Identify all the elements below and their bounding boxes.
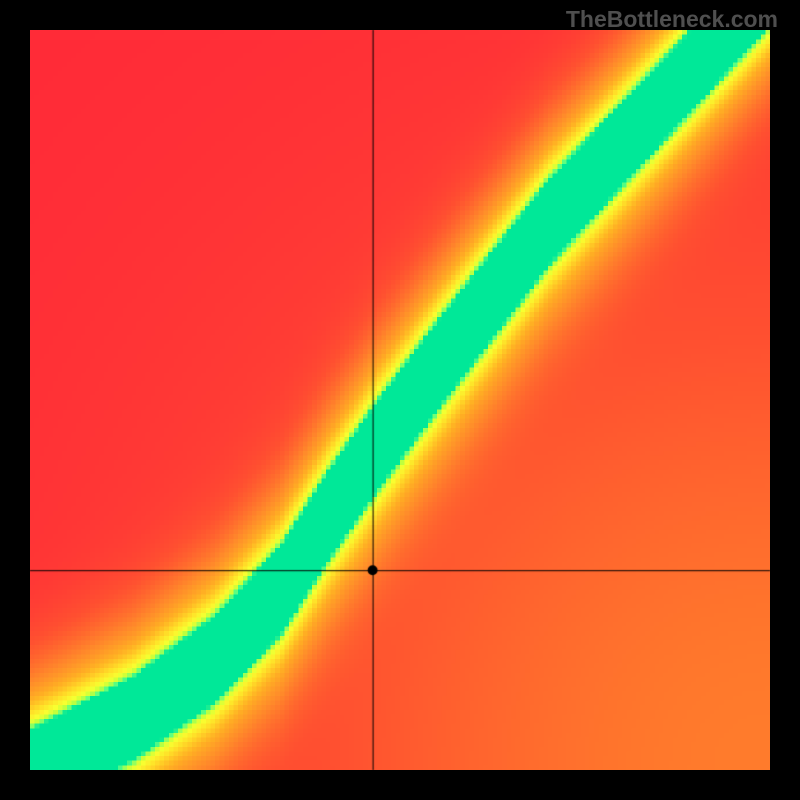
chart-container: TheBottleneck.com xyxy=(0,0,800,800)
crosshair-overlay xyxy=(0,0,800,800)
watermark-text: TheBottleneck.com xyxy=(566,6,778,33)
